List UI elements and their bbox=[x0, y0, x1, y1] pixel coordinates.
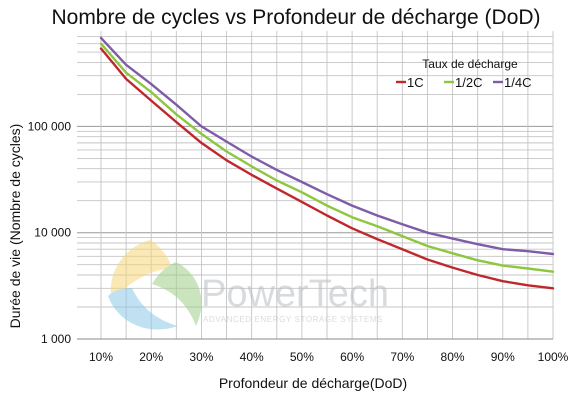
legend-label: 1/2C bbox=[455, 75, 482, 90]
series-layer bbox=[99, 36, 555, 290]
watermark-tagline: ADVANCED ENERGY STORAGE SYSTEMS bbox=[203, 315, 383, 324]
x-tick-label: 70% bbox=[390, 350, 414, 364]
x-tick-label: 30% bbox=[189, 350, 213, 364]
x-tick-label: 80% bbox=[441, 350, 465, 364]
legend-label: 1/4C bbox=[504, 75, 531, 90]
legend-item: 1/4C bbox=[493, 75, 531, 90]
series-line-1-2C bbox=[99, 42, 555, 273]
y-tick-label: 100 000 bbox=[28, 119, 72, 133]
x-tick-label: 90% bbox=[491, 350, 515, 364]
powertech-logo-icon bbox=[108, 240, 202, 330]
legend: Taux de décharge 1C 1/2C 1/4C bbox=[396, 57, 531, 90]
watermark-brand: PowerTech bbox=[201, 273, 389, 315]
x-tick-label: 100% bbox=[538, 350, 569, 364]
series-line-1C bbox=[99, 47, 555, 290]
tick-labels: 10% 20% 30% 40% 50% 60% 70% 80% 90% 100% 1 000 10 0… bbox=[28, 119, 569, 364]
y-tick-label: 10 000 bbox=[34, 226, 71, 240]
y-axis-title: Durée de vie (Nombre de cycles) bbox=[7, 124, 23, 329]
x-axis-title: Profondeur de décharge(DoD) bbox=[219, 375, 407, 391]
legend-item: 1C bbox=[396, 75, 424, 90]
x-tick-label: 40% bbox=[240, 350, 264, 364]
legend-items: 1C 1/2C 1/4C bbox=[396, 75, 531, 90]
legend-label: 1C bbox=[407, 75, 424, 90]
chart-title: Nombre de cycles vs Profondeur de déchar… bbox=[51, 6, 540, 29]
x-tick-label: 50% bbox=[290, 350, 314, 364]
x-tick-label: 20% bbox=[139, 350, 163, 364]
y-tick-label: 1 000 bbox=[41, 332, 71, 346]
legend-item: 1/2C bbox=[444, 75, 482, 90]
x-tick-label: 60% bbox=[340, 350, 364, 364]
x-tick-label: 10% bbox=[89, 350, 113, 364]
legend-title: Taux de décharge bbox=[422, 57, 518, 71]
series-line-1-4C bbox=[99, 36, 555, 256]
watermark: PowerTech ADVANCED ENERGY STORAGE SYSTEM… bbox=[108, 240, 389, 330]
